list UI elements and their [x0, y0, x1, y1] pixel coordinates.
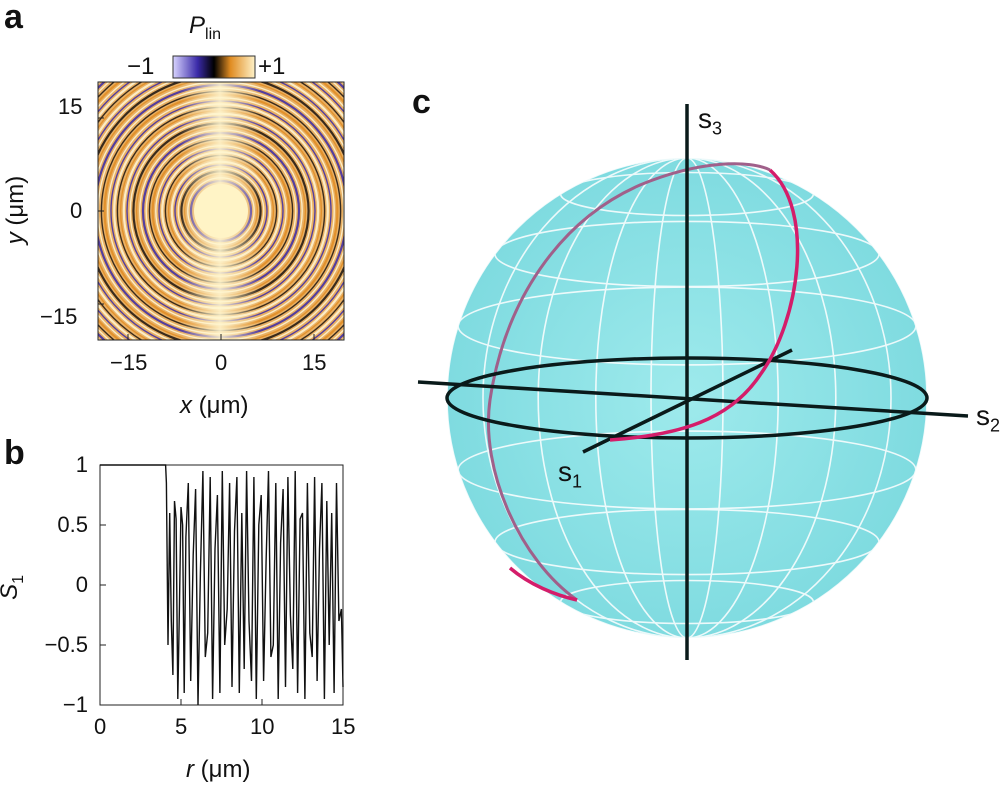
x-tick-label: 15 — [331, 714, 356, 739]
trajectory-front — [609, 168, 800, 442]
colorbar-title: Plin — [189, 14, 221, 43]
poincare-sphere — [417, 104, 969, 660]
panel-c-letter: c — [412, 83, 431, 121]
s1-x-label-unit: (μm) — [200, 756, 251, 783]
colorbar — [172, 55, 256, 79]
y-tick-label: 0 — [75, 572, 88, 597]
polarization-map — [98, 82, 344, 340]
x-tick-label: 10 — [250, 714, 275, 739]
panel-b-letter: b — [4, 434, 25, 472]
trajectory-back — [487, 162, 771, 602]
s1-y-label-main: S — [0, 584, 23, 600]
map-x-tick-3: 15 — [302, 350, 327, 375]
s3-label-main: s — [698, 103, 712, 134]
colorbar-max-label: +1 — [258, 53, 286, 80]
y-tick-label: −1 — [62, 692, 88, 717]
map-x-label: x (μm) — [180, 394, 248, 418]
panel-a-letter: a — [4, 0, 23, 36]
trajectory-front-tail — [508, 566, 578, 602]
map-x-tick-1: −15 — [110, 350, 148, 375]
map-y-label: y (μm) — [2, 175, 30, 245]
s1-x-label-var: r — [186, 756, 194, 783]
s1-axis-label: s1 — [558, 458, 582, 491]
map-y-label-var: y — [2, 232, 30, 245]
map-y-tick-3: −15 — [40, 304, 78, 329]
x-tick-label: 0 — [94, 714, 107, 739]
s1-label-sub: 1 — [572, 471, 583, 492]
map-x-label-unit: (μm) — [198, 392, 249, 419]
y-tick-label: 1 — [75, 452, 88, 477]
map-y-tick-2: 0 — [70, 198, 83, 223]
s1-label-main: s — [558, 456, 572, 487]
colorbar-title-main: P — [189, 12, 206, 39]
s1-y-label: S1 — [0, 575, 27, 600]
y-tick-label: −0.5 — [44, 632, 88, 657]
s2-axis-label: s2 — [976, 402, 1000, 435]
s3-label-sub: 3 — [712, 118, 723, 139]
map-x-tick-2: 0 — [215, 350, 228, 375]
map-ticks — [98, 117, 315, 340]
map-y-tick-1: 15 — [58, 94, 83, 119]
map-y-label-unit: (μm) — [2, 175, 30, 226]
y-tick-label: 0.5 — [57, 512, 88, 537]
s2-label-main: s — [976, 400, 990, 431]
s3-axis-label: s3 — [698, 105, 722, 138]
colorbar-title-sub: lin — [205, 25, 222, 43]
map-x-label-var: x — [180, 392, 192, 419]
s1-y-label-sub: 1 — [9, 574, 27, 584]
map-center-disk — [194, 184, 248, 238]
x-tick-label: 5 — [175, 714, 188, 739]
s1-plot — [99, 464, 344, 706]
s1-x-label: r (μm) — [186, 758, 250, 782]
s1-series-line — [100, 464, 344, 706]
s1-axis — [582, 348, 793, 454]
colorbar-min-label: −1 — [127, 53, 155, 80]
s2-label-sub: 2 — [990, 415, 1001, 436]
